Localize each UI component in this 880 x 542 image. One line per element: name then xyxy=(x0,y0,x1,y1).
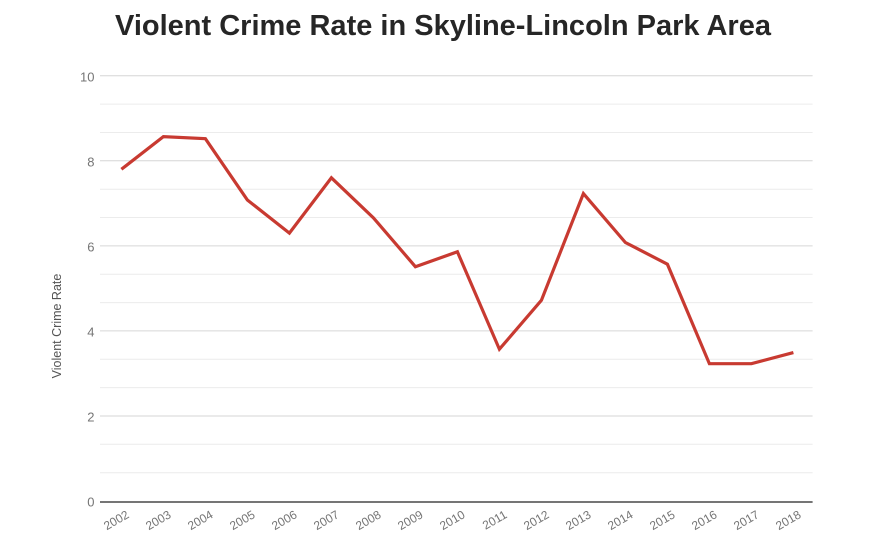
svg-text:6: 6 xyxy=(87,239,94,254)
svg-text:2017: 2017 xyxy=(731,507,761,533)
svg-text:0: 0 xyxy=(87,495,94,510)
svg-text:2013: 2013 xyxy=(563,507,593,533)
svg-text:8: 8 xyxy=(87,154,94,169)
svg-text:2010: 2010 xyxy=(437,507,467,533)
svg-text:2003: 2003 xyxy=(143,507,173,533)
svg-text:Violent Crime Rate: Violent Crime Rate xyxy=(50,274,64,379)
svg-text:2007: 2007 xyxy=(311,507,341,533)
svg-text:4: 4 xyxy=(87,324,94,339)
svg-text:10: 10 xyxy=(80,69,94,84)
svg-text:2: 2 xyxy=(87,410,94,425)
svg-text:2008: 2008 xyxy=(353,507,383,533)
svg-text:2012: 2012 xyxy=(521,507,551,533)
svg-text:2009: 2009 xyxy=(395,507,425,533)
svg-text:2014: 2014 xyxy=(605,507,635,533)
svg-text:Violent Crime Rate in Skyline-: Violent Crime Rate in Skyline-Lincoln Pa… xyxy=(115,10,772,42)
svg-text:2002: 2002 xyxy=(101,507,131,533)
svg-text:2015: 2015 xyxy=(647,507,677,533)
svg-text:2016: 2016 xyxy=(689,507,719,533)
svg-text:2018: 2018 xyxy=(773,507,803,533)
svg-text:2011: 2011 xyxy=(480,507,510,532)
svg-text:2004: 2004 xyxy=(185,507,215,533)
svg-text:2005: 2005 xyxy=(227,507,257,533)
svg-text:2006: 2006 xyxy=(269,507,299,533)
